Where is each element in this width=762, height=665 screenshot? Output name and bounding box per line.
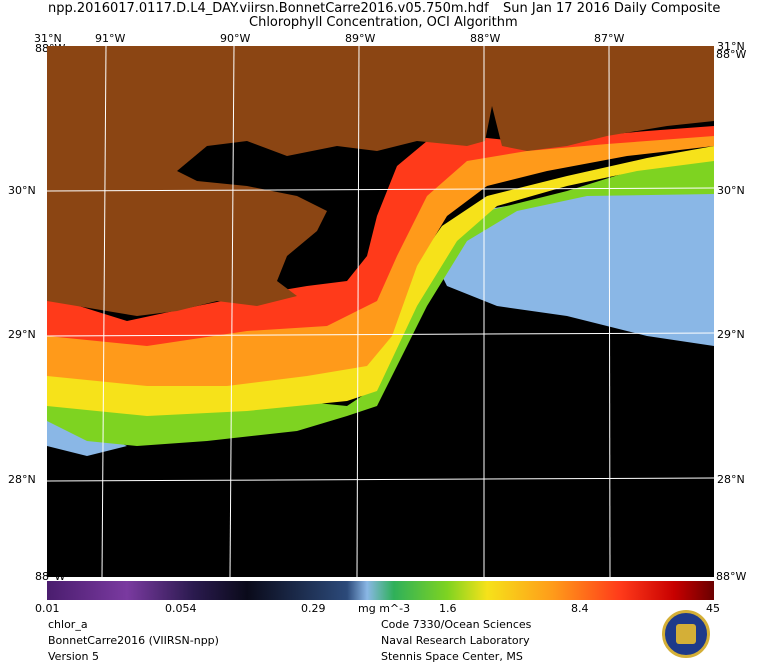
colorbar-tick-5: 45: [706, 602, 720, 615]
nrl-seal-icon: [662, 610, 710, 658]
lat-label-left-29n: 29°N: [8, 328, 36, 341]
corner-lat-top-right: 31°N: [717, 40, 745, 53]
lat-label-left-28n: 28°N: [8, 473, 36, 486]
colorbar-tick-0: 0.01: [35, 602, 60, 615]
yellow-chl-band: [47, 146, 714, 416]
graticule: [46, 45, 715, 578]
product-name: chlor_a: [48, 618, 88, 631]
composite-date: Sun Jan 17 2016 Daily Composite: [503, 1, 721, 16]
colorbar-tick-3: 1.6: [439, 602, 457, 615]
map-graphic: [46, 45, 715, 578]
map-title: Chlorophyll Concentration, OCI Algorithm: [249, 15, 518, 30]
mid-chl-band: [47, 156, 714, 446]
lon-label-89w: 89°W: [345, 32, 376, 45]
colorbar-tick-1: 0.054: [165, 602, 197, 615]
colorbar-units: mg m^-3: [358, 602, 411, 615]
corner-bottom-right: 88°W: [716, 570, 747, 583]
colorbar-tick-2: 0.29: [301, 602, 326, 615]
lat-label-left-30n: 30°N: [8, 184, 36, 197]
lat-label-right-29n: 29°N: [717, 328, 745, 341]
footer-left: chlor_a BonnetCarre2016 (VIIRSN-npp) Ver…: [48, 617, 219, 665]
region-name: BonnetCarre2016 (VIIRSN-npp): [48, 634, 219, 647]
lon-label-90w: 90°W: [220, 32, 251, 45]
chlorophyll-map: [46, 45, 715, 578]
low-chl-region: [427, 191, 714, 346]
colorbar: [47, 581, 714, 600]
org-name: Naval Research Laboratory: [381, 634, 530, 647]
colorbar-tick-4: 8.4: [571, 602, 589, 615]
land-mass: [47, 46, 714, 316]
file-name: npp.2016017.0117.D.L4_DAY.viirsn.BonnetC…: [48, 1, 489, 16]
lon-label-88w: 88°W: [470, 32, 501, 45]
corner-lon-top-right: 88°W: [716, 48, 747, 61]
org-location: Stennis Space Center, MS: [381, 650, 523, 663]
corner-bottom-left: 88°W: [35, 570, 66, 583]
lat-label-right-28n: 28°N: [717, 473, 745, 486]
footer-right: Code 7330/Ocean Sciences Naval Research …: [381, 617, 531, 665]
lon-label-91w: 91°W: [95, 32, 126, 45]
version-label: Version 5: [48, 650, 99, 663]
corner-lat-top-left: 31°N: [34, 32, 62, 45]
lat-label-right-30n: 30°N: [717, 184, 745, 197]
lon-label-87w: 87°W: [594, 32, 625, 45]
org-code: Code 7330/Ocean Sciences: [381, 618, 532, 631]
high-chl-band: [47, 126, 714, 346]
